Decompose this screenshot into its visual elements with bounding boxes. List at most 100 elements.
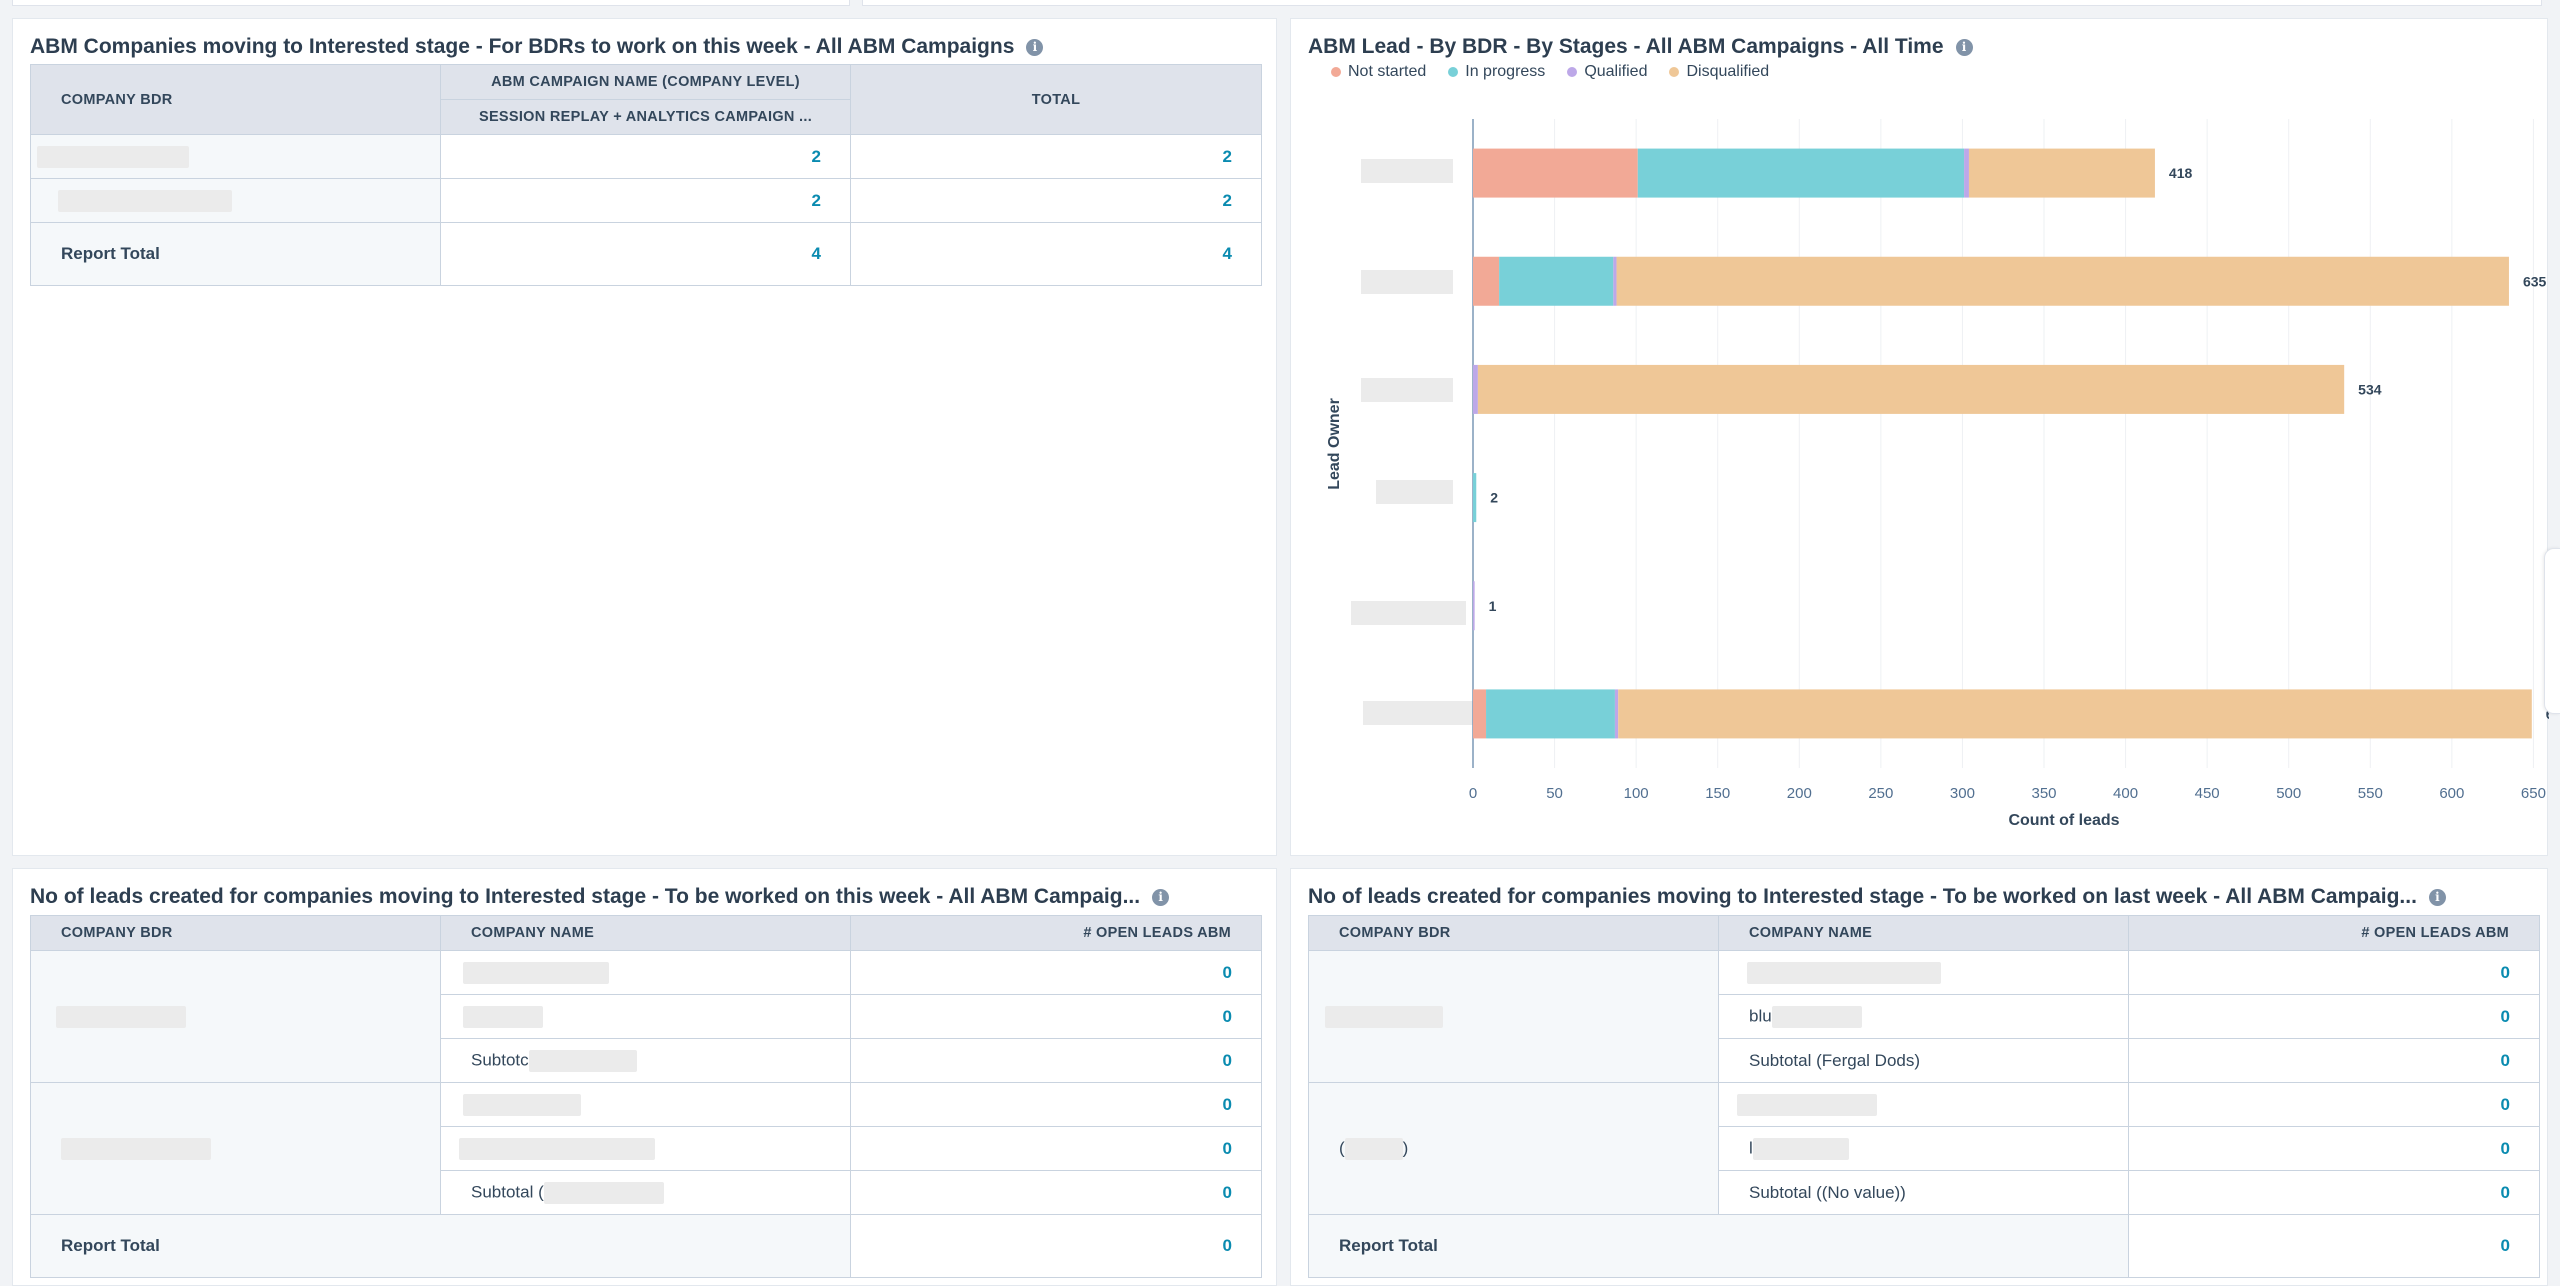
table-row: 0: [30, 950, 1262, 1083]
info-icon[interactable]: i: [1152, 888, 1170, 906]
x-tick-label: 300: [1950, 785, 1975, 802]
x-tick-label: 350: [2031, 785, 2056, 802]
bdr-suffix: ): [1402, 1137, 1409, 1157]
report-total-value[interactable]: 0: [850, 1214, 1262, 1278]
company-name-text: blu: [1749, 1005, 1772, 1025]
column-header-company-name[interactable]: COMPANY NAME: [1718, 915, 2129, 951]
redacted-owner-name: [1351, 601, 1466, 625]
column-header-company-bdr[interactable]: COMPANY BDR: [30, 915, 441, 951]
info-icon[interactable]: i: [1026, 38, 1044, 56]
x-tick-label: 600: [2439, 785, 2464, 802]
y-axis-label: Lead Owner: [1326, 398, 1343, 490]
company-name-text: l: [1749, 1137, 1753, 1157]
subtotal-label-cell: Subtotal (: [440, 1170, 851, 1215]
report-title: ABM Companies moving to Interested stage…: [30, 35, 1044, 59]
company-name-cell: [440, 994, 851, 1039]
open-leads-cell[interactable]: 0: [850, 1126, 1262, 1171]
column-header-campaign[interactable]: SESSION REPLAY + ANALYTICS CAMPAIGN ...: [440, 99, 851, 135]
report-card-abm-lead-chart: ABM Lead - By BDR - By Stages - All ABM …: [1290, 18, 2549, 856]
open-leads-cell[interactable]: 0: [850, 1038, 1262, 1083]
open-leads-cell[interactable]: 0: [2128, 994, 2540, 1039]
total-cell[interactable]: 2: [850, 134, 1262, 179]
legend-dot: [1331, 67, 1341, 77]
bar-segment-disqualified: [1618, 689, 2532, 739]
side-panel-tab[interactable]: [2544, 548, 2560, 714]
x-tick-label: 650: [2521, 785, 2546, 802]
x-tick-label: 150: [1705, 785, 1730, 802]
x-axis-label: Count of leads: [2008, 812, 2119, 829]
bar-total-label: 649: [2546, 706, 2549, 722]
bar-segment-disqualified: [1968, 148, 2155, 198]
stacked-bar-chart: 0501001502002503003504004505005506006507…: [1326, 119, 2549, 829]
companies-table: COMPANY BDR ABM CAMPAIGN NAME (COMPANY L…: [30, 64, 1262, 286]
info-icon[interactable]: i: [1955, 38, 1973, 56]
chart-title-text: ABM Lead - By BDR - By Stages - All ABM …: [1308, 35, 1944, 58]
x-tick-label: 550: [2358, 785, 2383, 802]
column-header-open-leads[interactable]: # OPEN LEADS ABM: [2128, 915, 2540, 951]
column-header-total[interactable]: TOTAL: [850, 64, 1262, 135]
open-leads-cell[interactable]: 0: [850, 994, 1262, 1039]
table-row: 2 2: [30, 134, 1262, 179]
bar-segment-qualified: [1964, 148, 1969, 198]
company-name-cell: l: [1718, 1126, 2129, 1171]
info-icon[interactable]: i: [2428, 888, 2446, 906]
table-row: l 0: [1309, 1126, 2540, 1171]
x-tick-label: 500: [2276, 785, 2301, 802]
bar-segment-disqualified: [1477, 364, 2345, 414]
open-leads-cell[interactable]: 0: [2128, 1170, 2540, 1215]
total-cell[interactable]: 2: [850, 178, 1262, 223]
report-title-text: No of leads created for companies moving…: [1308, 885, 2417, 908]
company-name-cell: [440, 1082, 851, 1127]
bar-total-label: 635: [2523, 273, 2547, 289]
column-header-open-leads[interactable]: # OPEN LEADS ABM: [850, 915, 1262, 951]
subtotal-label-cell: Subtotal ((No value)): [1718, 1170, 2129, 1215]
legend-item-disqualified[interactable]: Disqualified: [1669, 63, 1769, 81]
subtotal-label-cell: Subtotc: [440, 1038, 851, 1083]
redacted-owner-name: [1361, 270, 1453, 294]
report-total-value[interactable]: 0: [2128, 1214, 2540, 1278]
bar-segment-qualified: [1473, 364, 1478, 414]
report-total-row: Report Total 4 4: [30, 222, 1262, 286]
campaign-value-cell[interactable]: 2: [440, 134, 851, 179]
report-total-value[interactable]: 4: [850, 222, 1262, 286]
open-leads-cell[interactable]: 0: [850, 1170, 1262, 1215]
legend-item-in-progress[interactable]: In progress: [1448, 63, 1545, 81]
table-row: () 0: [1308, 1082, 2540, 1215]
campaign-value-cell[interactable]: 2: [440, 178, 851, 223]
column-header-company-name[interactable]: COMPANY NAME: [440, 915, 851, 951]
bar-total-label: 418: [2169, 165, 2193, 181]
x-tick-label: 50: [1546, 785, 1563, 802]
bar-segment-qualified: [1614, 689, 1619, 739]
bar-total-label: 2: [1490, 490, 1498, 506]
bar-segment-in-progress: [1473, 473, 1477, 523]
redacted-owner-name: [1361, 378, 1453, 402]
report-title-text: ABM Companies moving to Interested stage…: [30, 35, 1015, 58]
column-header-company-bdr[interactable]: COMPANY BDR: [1308, 915, 1719, 951]
bar-segment-in-progress: [1486, 689, 1615, 739]
company-bdr-cell: [30, 1082, 441, 1215]
bdr-prefix: (: [1339, 1137, 1345, 1157]
open-leads-cell[interactable]: 0: [2128, 1038, 2540, 1083]
company-name-cell: [1718, 950, 2129, 995]
report-title: No of leads created for companies moving…: [1308, 885, 2446, 909]
column-header-company-bdr[interactable]: COMPANY BDR: [30, 64, 441, 135]
redacted-owner-name: [1361, 159, 1453, 183]
open-leads-cell[interactable]: 0: [2128, 950, 2540, 995]
bar-segment-disqualified: [1616, 256, 2509, 306]
open-leads-cell[interactable]: 0: [850, 950, 1262, 995]
table-row: 0: [31, 1126, 1262, 1171]
column-header-campaign-group[interactable]: ABM CAMPAIGN NAME (COMPANY LEVEL): [440, 64, 851, 100]
report-title: No of leads created for companies moving…: [30, 885, 1170, 909]
legend-label: Disqualified: [1686, 63, 1770, 80]
legend-item-not-started[interactable]: Not started: [1331, 63, 1426, 81]
open-leads-cell[interactable]: 0: [850, 1082, 1262, 1127]
x-tick-label: 200: [1787, 785, 1812, 802]
open-leads-cell[interactable]: 0: [2128, 1082, 2540, 1127]
open-leads-cell[interactable]: 0: [2128, 1126, 2540, 1171]
panel-stub-right: [862, 0, 2542, 6]
legend-item-qualified[interactable]: Qualified: [1567, 63, 1647, 81]
table-row: 0: [31, 994, 1262, 1039]
report-total-campaign[interactable]: 4: [440, 222, 851, 286]
redacted-owner-name: [1376, 480, 1453, 504]
company-bdr-cell: (): [1308, 1082, 1719, 1215]
